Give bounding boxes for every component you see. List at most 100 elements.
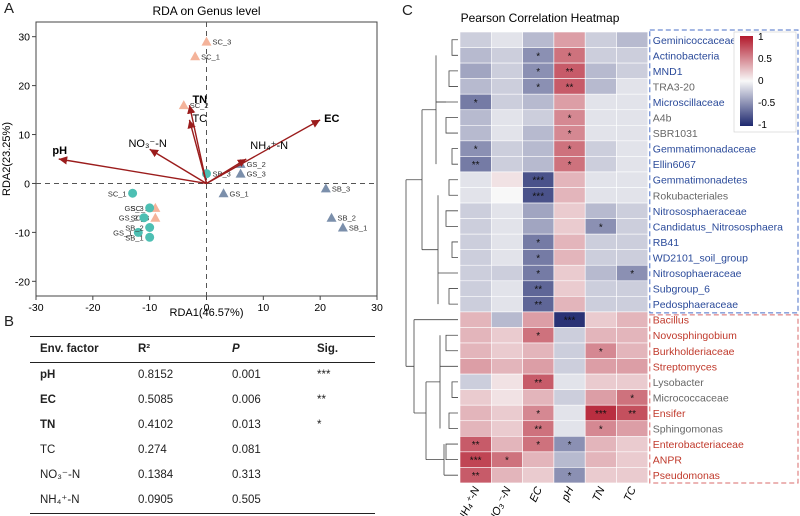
point-label: GS_3 <box>124 204 143 213</box>
heat-cell <box>522 31 555 48</box>
heat-cell <box>584 171 617 188</box>
heat-cell <box>522 202 555 219</box>
heat-cell <box>522 109 555 126</box>
table-cell-factor: NO₃⁻-N <box>40 469 81 481</box>
dendrogram-branch <box>448 179 458 196</box>
panel-letter-a: A <box>4 0 15 17</box>
column-label: pH <box>559 485 576 504</box>
heat-cell <box>553 467 586 484</box>
heat-cell <box>553 78 586 95</box>
heat-cell <box>459 264 492 282</box>
x-tick-label: 20 <box>314 302 326 314</box>
heat-cell <box>553 389 586 406</box>
row-label: Novosphingobium <box>653 330 737 342</box>
table-header-row: Env. factor R² P Sig. <box>30 336 375 363</box>
heat-cell <box>584 435 617 453</box>
heat-cell <box>490 280 523 297</box>
heat-cell <box>616 420 649 437</box>
heat-cell <box>553 420 586 437</box>
point-sb_1 <box>337 222 348 232</box>
sig-mark: * <box>536 331 540 342</box>
heat-cell <box>490 435 523 453</box>
row-label: Lysobacter <box>653 377 704 389</box>
table-cell-p: 0.006 <box>232 394 261 406</box>
sig-mark: * <box>505 456 509 467</box>
heat-cell <box>490 233 523 250</box>
heat-cell <box>584 109 617 126</box>
sig-mark: * <box>536 269 540 280</box>
point-label: GS_3 <box>247 170 266 179</box>
point-sc_1 <box>190 51 201 61</box>
heat-cell <box>616 202 649 219</box>
env-factor-table: Env. factor R² P Sig. pH 0.8152 0.001 *** EC… <box>30 336 375 514</box>
sig-mark: * <box>599 347 603 358</box>
heat-cell <box>553 311 586 328</box>
heat-cell <box>616 451 649 468</box>
heat-cell <box>522 78 555 95</box>
point-label: SC_1 <box>201 52 220 61</box>
dendrogram-branch <box>445 334 458 352</box>
x-tick-label: -30 <box>28 302 43 314</box>
heat-cell <box>584 187 617 204</box>
table-header-factor: Env. factor <box>40 343 99 355</box>
row-label: Nitrososphaeraceae <box>653 206 747 218</box>
heat-cell <box>553 404 586 422</box>
table-cell-p: 0.081 <box>232 444 261 456</box>
heat-cell <box>553 327 586 344</box>
heat-cell <box>522 280 555 297</box>
heat-cell <box>553 109 586 126</box>
point-label: GS_2 <box>247 160 266 169</box>
sig-mark: * <box>568 471 572 482</box>
heat-cell <box>584 78 617 95</box>
heat-cell <box>490 47 523 64</box>
legend-tick: 0.5 <box>758 54 772 65</box>
heat-cell <box>459 435 492 453</box>
heat-cell <box>584 202 617 219</box>
row-label: Gemmatimonadaceae <box>653 144 756 156</box>
dendrogram-branch <box>413 319 432 414</box>
arrow-label: pH <box>52 145 67 157</box>
legend-tick: 1 <box>758 32 764 43</box>
row-label: MND1 <box>653 66 683 78</box>
heat-cell <box>522 327 555 344</box>
sig-mark: * <box>536 440 540 451</box>
table-cell-p: 0.013 <box>232 419 261 431</box>
heat-cell <box>490 327 523 344</box>
heat-cell <box>522 373 555 390</box>
arrow-label: TC <box>192 113 207 125</box>
heat-cell <box>522 187 555 204</box>
heat-cell <box>584 31 617 48</box>
heat-cell <box>522 233 555 250</box>
sig-mark: ** <box>534 378 542 389</box>
heat-cell <box>522 451 555 468</box>
heat-cell <box>584 373 617 390</box>
heat-cell <box>459 373 492 390</box>
heat-cell <box>616 109 649 126</box>
heat-cell <box>616 280 649 297</box>
heat-cell <box>616 47 649 64</box>
x-tick-label: -10 <box>142 302 157 314</box>
sig-mark: *** <box>532 176 544 187</box>
sig-mark: * <box>536 82 540 93</box>
heat-cell <box>522 249 555 266</box>
heat-cell <box>584 156 617 173</box>
heat-cell <box>553 31 586 48</box>
heat-cell <box>584 404 617 422</box>
heat-cell <box>584 296 617 313</box>
heat-cell <box>616 373 649 390</box>
arrow-tc <box>187 119 208 184</box>
heat-cell <box>553 435 586 453</box>
x-axis-label: RDA1(46.57%) <box>170 307 244 319</box>
arrow-label: NO₃⁻-N <box>128 138 166 150</box>
sig-mark: ** <box>566 82 574 93</box>
heat-cell <box>522 93 555 111</box>
point-label: GS_1 <box>230 189 249 198</box>
table-cell-r2: 0.8152 <box>138 369 174 381</box>
point-sc_3 <box>201 36 212 46</box>
heat-cell <box>490 389 523 406</box>
heat-cell <box>584 140 617 157</box>
table-header-p: P <box>232 343 240 355</box>
heat-cell <box>553 296 586 313</box>
row-label: Rokubacteriales <box>653 190 728 202</box>
heat-cell <box>490 311 523 328</box>
